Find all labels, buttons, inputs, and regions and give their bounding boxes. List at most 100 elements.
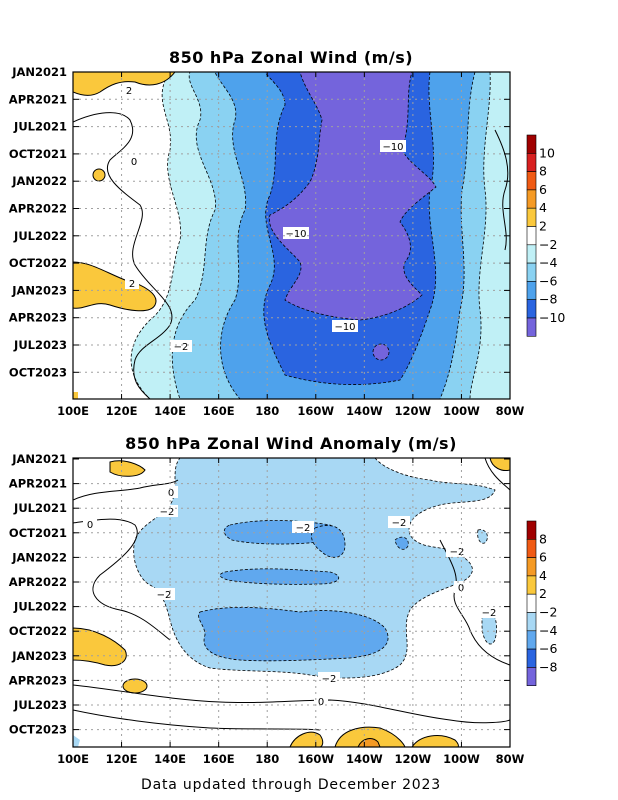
anom-minus2-bottomleft — [73, 735, 80, 747]
y-tick-label: JAN2022 — [11, 550, 67, 564]
anom-label-zero-c: 0 — [458, 583, 464, 594]
x-tick-label: 100E — [57, 752, 89, 766]
colorbar-label: −8 — [539, 659, 557, 674]
x-tick-label: 160W — [297, 404, 334, 418]
y-tick-label: OCT2022 — [9, 624, 67, 638]
colorbar-swatch — [526, 648, 537, 668]
colorbar-swatch — [526, 281, 537, 300]
panel2-contour-labels: 0 −2 0 −2 −2 −2 −2 0 −2 −2 0 — [83, 486, 500, 708]
y-tick-label: JUL2021 — [13, 120, 67, 134]
contour-label-minus10-b: −10 — [285, 229, 306, 240]
anom-minus2-right-b — [477, 529, 488, 544]
y-tick-label: OCT2023 — [9, 365, 67, 379]
colorbar-label: −2 — [539, 605, 557, 620]
panel1-y-axis: JAN2021 APR2021 JUL2021 OCT2021 JAN2022 APR20… — [9, 65, 510, 379]
anom-minus4-patch-d — [198, 607, 389, 662]
anom-label-minus2-e: −2 — [157, 590, 172, 601]
y-tick-label: APR2021 — [9, 92, 67, 106]
colorbar-swatch — [526, 299, 537, 319]
anom-minus4-patch-c — [219, 568, 340, 585]
y-tick-label: JAN2021 — [11, 452, 67, 466]
anom-label-zero-b: 0 — [87, 520, 93, 531]
panel2-x-axis: 100E 120E 140E 160E 180 160W 140W 120W 100W 80W — [57, 458, 525, 766]
blob-minus10 — [372, 343, 390, 361]
x-tick-label: 100W — [443, 752, 480, 766]
y-tick-label: JAN2021 — [11, 65, 67, 79]
pos-region-topleft — [73, 72, 176, 96]
colorbar-swatch — [526, 153, 537, 172]
panel1-x-axis: 100E 120E 140E 160E 180 160W 140W 120W 100W 80W — [57, 72, 525, 418]
x-tick-label: 80W — [496, 404, 525, 418]
colorbar-label: 6 — [539, 182, 547, 197]
x-tick-label: 160E — [203, 752, 235, 766]
anom-label-zero-d: 0 — [318, 697, 324, 708]
panel-zonal-wind: 850 hPa Zonal Wind (m/s) — [9, 48, 566, 418]
colorbar-label: −2 — [539, 237, 557, 252]
colorbar-label: −10 — [539, 310, 565, 325]
colorbar-label: 4 — [539, 200, 547, 215]
colorbar-label: 2 — [539, 219, 547, 234]
colorbar-swatch — [526, 575, 537, 595]
anom-zero-contour-b — [73, 518, 171, 641]
contour-zero — [73, 112, 173, 399]
panel-zonal-wind-anomaly: 850 hPa Zonal Wind Anomaly (m/s) — [9, 434, 558, 766]
y-tick-label: APR2023 — [9, 311, 67, 325]
colorbar-label: −4 — [539, 623, 557, 638]
colorbar-label: 10 — [539, 145, 555, 160]
y-tick-label: JUL2021 — [13, 501, 67, 515]
y-tick-label: OCT2021 — [9, 526, 67, 540]
panel2-colorbar: 8 6 4 2 −2 −4 −6 −8 — [526, 520, 557, 687]
y-tick-label: APR2023 — [9, 673, 67, 687]
x-tick-label: 120E — [106, 752, 138, 766]
colorbar-swatch — [526, 171, 537, 191]
contour-label-minus10-c: −10 — [334, 322, 355, 333]
colorbar-label: 4 — [539, 568, 547, 583]
panel1-colorbar: 10 8 6 4 2 −2 −4 −6 −8 −10 — [526, 134, 565, 337]
contour-label-2-top: 2 — [126, 86, 132, 97]
y-tick-label: JUL2023 — [13, 338, 67, 352]
x-tick-label: 160E — [203, 404, 235, 418]
y-tick-label: OCT2022 — [9, 256, 67, 270]
x-tick-label: 140W — [346, 404, 383, 418]
panel2-title: 850 hPa Zonal Wind Anomaly (m/s) — [125, 434, 457, 453]
panel2-frame — [72, 457, 511, 748]
pos-region-midleft — [73, 261, 157, 312]
contour-label-minus2: −2 — [174, 342, 189, 353]
colorbar-label: 8 — [539, 531, 547, 546]
y-tick-label: JUL2022 — [13, 600, 67, 614]
contour-label-2-mid: 2 — [129, 279, 135, 290]
panel2-y-axis: JAN2021 APR2021 JUL2021 OCT2021 JAN2022 APR20… — [9, 452, 510, 737]
colorbar-swatch — [526, 317, 537, 337]
x-tick-label: 80W — [496, 752, 525, 766]
colorbar-label: −4 — [539, 255, 557, 270]
pos-blob-left — [92, 168, 106, 182]
x-tick-label: 140E — [154, 404, 186, 418]
y-tick-label: APR2022 — [9, 575, 67, 589]
band-minus10 — [268, 72, 437, 321]
y-tick-label: JAN2023 — [11, 283, 67, 297]
x-tick-label: 180 — [255, 752, 279, 766]
colorbar-label: −6 — [539, 641, 557, 656]
x-tick-label: 100E — [57, 404, 89, 418]
colorbar-label: −8 — [539, 292, 557, 307]
colorbar-swatch — [526, 667, 537, 687]
x-tick-label: 140E — [154, 752, 186, 766]
y-tick-label: APR2022 — [9, 202, 67, 216]
contour-label-zero: 0 — [131, 157, 137, 168]
colorbar-swatch — [526, 557, 537, 577]
y-tick-label: JUL2023 — [13, 698, 67, 712]
anom-zero-contour-e — [439, 539, 510, 666]
anom-zero-contour-d — [73, 709, 321, 731]
colorbar-swatch — [526, 134, 537, 154]
anom-pos-bottom-core — [357, 738, 381, 747]
footer-note: Data updated through December 2023 — [141, 777, 441, 793]
y-tick-label: JUL2022 — [13, 229, 67, 243]
x-tick-label: 140W — [346, 752, 383, 766]
colorbar-swatch — [526, 226, 537, 246]
anom-label-minus2-g: −2 — [322, 674, 337, 685]
x-tick-label: 120W — [395, 404, 432, 418]
colorbar-swatch — [526, 612, 537, 632]
x-tick-label: 100W — [443, 404, 480, 418]
colorbar-label: 6 — [539, 550, 547, 565]
